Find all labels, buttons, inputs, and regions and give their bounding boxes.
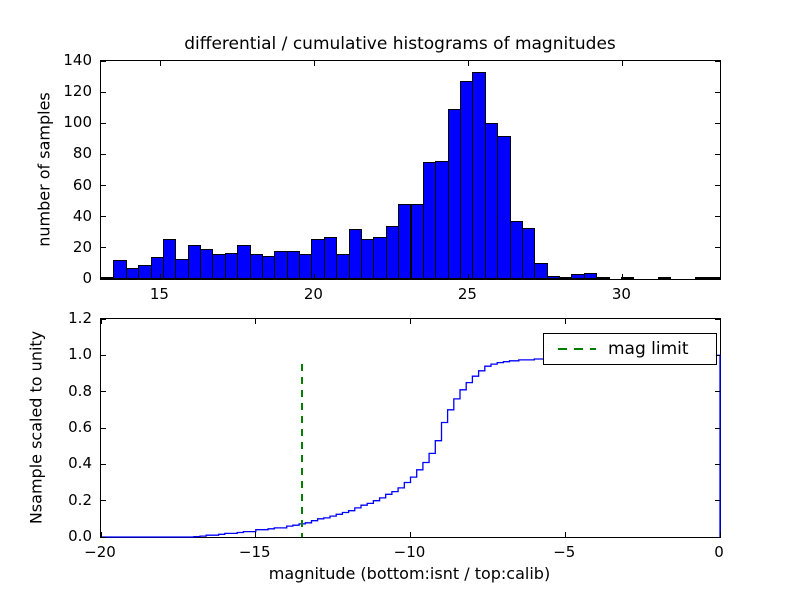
y-axis-label-bottom: Nsample scaled to unity bbox=[26, 330, 46, 525]
histogram-bar bbox=[658, 277, 672, 279]
tick-mark bbox=[101, 427, 106, 429]
tick-mark bbox=[715, 153, 720, 155]
tick-mark bbox=[715, 247, 720, 249]
tick-mark bbox=[255, 319, 257, 324]
tick-mark bbox=[101, 391, 106, 393]
tick-mark bbox=[100, 319, 102, 324]
tick-mark bbox=[101, 463, 106, 465]
tick-label: 0.4 bbox=[68, 454, 92, 473]
tick-mark bbox=[101, 354, 106, 356]
tick-mark bbox=[101, 500, 106, 502]
tick-label: 15 bbox=[149, 285, 169, 303]
tick-label: 0.8 bbox=[68, 381, 92, 400]
tick-mark bbox=[715, 91, 720, 93]
bottom-axes: mag limit bbox=[100, 318, 721, 538]
tick-mark bbox=[621, 61, 623, 66]
tick-mark bbox=[313, 61, 315, 66]
tick-mark bbox=[564, 319, 566, 324]
tick-mark bbox=[101, 185, 106, 187]
tick-mark bbox=[101, 247, 106, 249]
legend-box: mag limit bbox=[543, 333, 717, 365]
tick-mark bbox=[410, 319, 411, 324]
histogram-bar bbox=[620, 277, 635, 279]
tick-mark bbox=[101, 153, 106, 155]
tick-label: 1.0 bbox=[68, 345, 92, 364]
tick-mark bbox=[715, 185, 720, 187]
tick-mark bbox=[101, 91, 106, 93]
tick-mark bbox=[715, 60, 720, 62]
legend-label: mag limit bbox=[608, 339, 689, 359]
tick-label: 0 bbox=[714, 543, 724, 561]
histogram-bar bbox=[596, 277, 610, 279]
tick-label: 0.6 bbox=[68, 418, 92, 436]
tick-mark bbox=[715, 463, 720, 465]
tick-mark bbox=[715, 278, 720, 280]
tick-mark bbox=[313, 274, 315, 279]
top-axes-ticks bbox=[101, 60, 720, 280]
tick-label: −20 bbox=[84, 543, 116, 561]
tick-mark bbox=[467, 61, 469, 66]
tick-mark bbox=[101, 60, 106, 62]
histogram-bar bbox=[162, 238, 177, 279]
tick-mark bbox=[715, 122, 720, 124]
top-axes bbox=[100, 60, 721, 280]
tick-mark bbox=[101, 318, 106, 320]
tick-mark bbox=[101, 122, 106, 124]
histogram-bar bbox=[583, 272, 598, 279]
tick-mark bbox=[715, 427, 720, 429]
histogram-bar bbox=[521, 227, 536, 279]
tick-mark bbox=[101, 278, 106, 280]
tick-label: −10 bbox=[393, 543, 426, 561]
tick-label: 30 bbox=[611, 285, 631, 303]
mag-limit-line bbox=[301, 364, 304, 537]
plot-title: differential / cumulative histograms of … bbox=[184, 34, 616, 54]
tick-label: 0.0 bbox=[68, 527, 92, 545]
tick-mark bbox=[467, 274, 469, 279]
tick-mark bbox=[715, 216, 720, 218]
tick-mark bbox=[564, 532, 566, 537]
tick-mark bbox=[101, 536, 106, 538]
tick-label: −15 bbox=[238, 543, 271, 561]
cumulative-curve-canvas bbox=[101, 354, 721, 538]
x-axis-label: magnitude (bottom:isnt / top:calib) bbox=[268, 564, 551, 583]
bottom-axes-ticks bbox=[100, 318, 721, 538]
tick-mark bbox=[621, 274, 623, 279]
tick-label: 20 bbox=[303, 285, 323, 303]
tick-mark bbox=[715, 318, 720, 320]
legend-dashed-line-sample bbox=[558, 348, 596, 350]
histogram-bar bbox=[497, 135, 511, 279]
tick-mark bbox=[719, 319, 721, 324]
tick-mark bbox=[715, 500, 720, 502]
tick-mark bbox=[255, 532, 257, 537]
tick-mark bbox=[715, 391, 720, 393]
histogram-bar bbox=[534, 263, 548, 279]
tick-mark bbox=[410, 532, 411, 537]
tick-mark bbox=[100, 532, 102, 537]
tick-label: −5 bbox=[553, 543, 576, 561]
tick-mark bbox=[719, 532, 721, 537]
histogram-bars bbox=[101, 61, 721, 279]
histogram-bar bbox=[707, 277, 721, 279]
tick-mark bbox=[159, 61, 161, 66]
tick-mark bbox=[715, 354, 720, 356]
tick-mark bbox=[715, 536, 720, 538]
tick-mark bbox=[101, 216, 106, 218]
tick-mark bbox=[159, 274, 161, 279]
tick-label: 0.2 bbox=[68, 490, 92, 509]
tick-label: 25 bbox=[457, 285, 477, 303]
cumulative-curve bbox=[101, 354, 721, 538]
